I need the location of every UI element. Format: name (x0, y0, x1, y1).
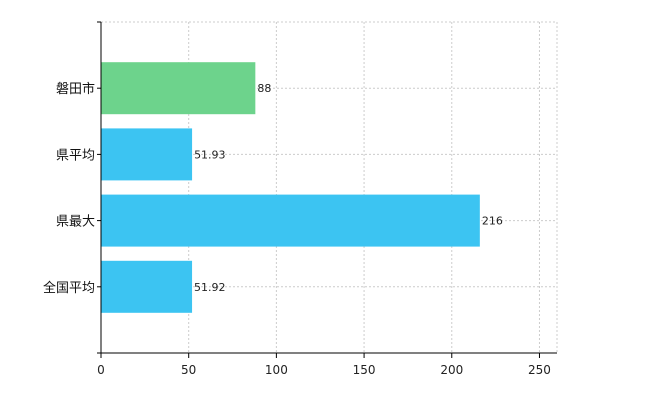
x-tick-label-2: 100 (265, 363, 288, 377)
category-label-3: 全国平均 (43, 280, 95, 296)
data-label-2: 216 (482, 215, 503, 228)
bar-3 (101, 260, 193, 313)
data-label-1: 51.93 (194, 148, 226, 161)
category-label-0: 磐田市 (56, 81, 95, 97)
bar-0 (101, 62, 256, 115)
category-label-1: 県平均 (56, 148, 95, 163)
bar-1 (101, 128, 193, 181)
x-tick-label-1: 50 (181, 363, 196, 377)
x-tick-label-0: 0 (97, 363, 105, 377)
bar-2 (101, 194, 480, 247)
category-label-2: 県最大 (56, 215, 95, 230)
data-label-0: 88 (257, 82, 271, 95)
x-tick-label-3: 150 (353, 363, 376, 377)
data-label-3: 51.92 (194, 281, 226, 294)
x-tick-label-5: 250 (528, 363, 551, 377)
x-tick-label-4: 200 (440, 363, 463, 377)
